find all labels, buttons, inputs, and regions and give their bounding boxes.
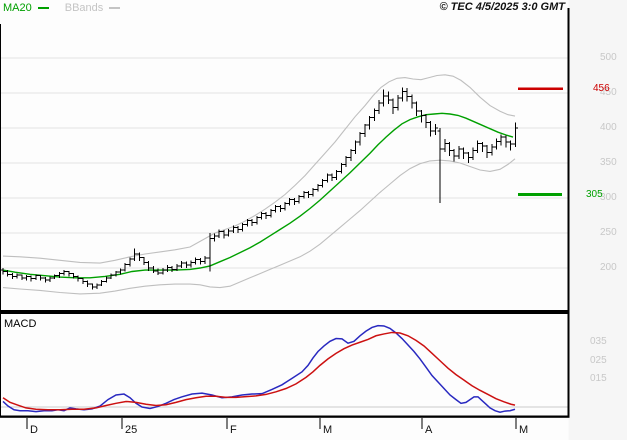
macd-tick-label: 015 — [590, 373, 607, 385]
copyright-timestamp: © TEC 4/5/2025 3:0 GMT — [439, 1, 566, 13]
alert-price-label: 456 — [593, 82, 610, 94]
macd-tick-label: 035 — [590, 336, 607, 348]
macd-line — [2, 324, 516, 413]
price-tick-label: 500 — [600, 52, 617, 63]
legend: MA20 BBands — [3, 2, 130, 14]
price-tick-label: 350 — [600, 157, 617, 168]
price-tick-label: 400 — [600, 122, 617, 133]
x-axis-label: M — [519, 423, 529, 436]
x-axis-line — [0, 415, 570, 418]
x-axis-label: D — [30, 423, 38, 436]
macd-tick-label: 025 — [590, 354, 607, 366]
price-tick-label: 450 — [600, 87, 617, 98]
bbands-legend-swatch — [109, 7, 121, 9]
x-axis-label: F — [230, 423, 237, 436]
price-tick-label: 300 — [600, 192, 617, 203]
legend-bbands-label: BBands — [64, 2, 104, 14]
legend-ma20-label: MA20 — [3, 2, 32, 14]
bollinger-upper-band — [2, 74, 516, 264]
right-margin — [568, 0, 627, 440]
ma20-line — [2, 112, 514, 279]
alert-price-label: 305 — [586, 188, 603, 200]
price-tick-label: 250 — [600, 227, 617, 238]
macd-panel-title: MACD — [4, 318, 37, 330]
ma20-legend-swatch — [37, 7, 49, 9]
macd-signal-line — [2, 331, 516, 411]
price-tick-label: 200 — [600, 262, 617, 273]
panel-separator — [0, 310, 569, 314]
bollinger-lower-band — [2, 158, 516, 295]
x-axis-label: A — [425, 423, 433, 436]
x-axis-label: 25 — [125, 423, 138, 436]
x-axis-label: M — [323, 423, 333, 436]
